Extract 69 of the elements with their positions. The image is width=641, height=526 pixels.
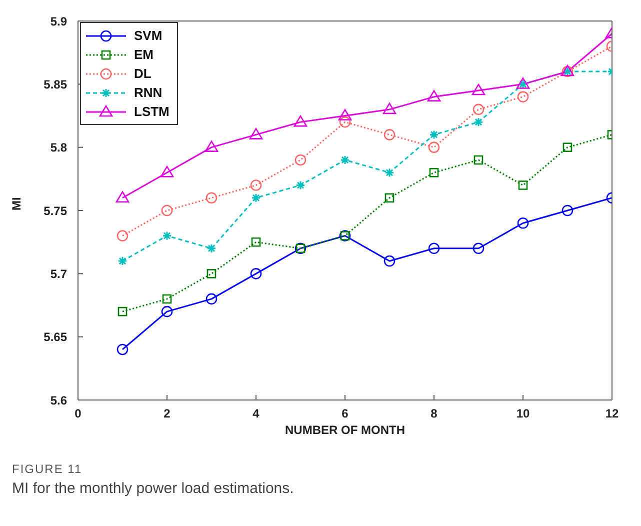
- x-tick-label: 4: [252, 406, 260, 421]
- point: [161, 306, 173, 318]
- point: [472, 84, 486, 96]
- point: [474, 117, 484, 127]
- point: [204, 140, 218, 152]
- point: [384, 255, 396, 267]
- y-tick-label: 5.6: [50, 393, 68, 408]
- y-tick-label: 5.75: [44, 204, 68, 218]
- point: [562, 142, 572, 152]
- point: [338, 109, 352, 120]
- point: [340, 155, 350, 165]
- point: [339, 116, 351, 128]
- point: [206, 269, 216, 278]
- point: [162, 231, 172, 241]
- point: [517, 217, 529, 229]
- point: [384, 193, 394, 203]
- point: [161, 204, 173, 216]
- x-tick-label: 10: [516, 406, 530, 421]
- point: [116, 344, 128, 356]
- point: [296, 180, 306, 190]
- x-tick-label: 8: [430, 406, 438, 421]
- point: [429, 130, 439, 140]
- point: [562, 204, 574, 216]
- point: [474, 155, 484, 165]
- point: [427, 90, 441, 102]
- point: [118, 306, 128, 316]
- point: [249, 128, 263, 140]
- point: [206, 244, 216, 254]
- x-tick-label: 12: [605, 406, 619, 421]
- point: [116, 230, 128, 242]
- point: [429, 168, 439, 178]
- point: [518, 180, 528, 190]
- caption: FIGURE 11: [12, 462, 84, 476]
- x-axis-title: NUMBER OF MONTH: [285, 423, 405, 437]
- x-tick-label: 6: [342, 406, 349, 421]
- legend-label: LSTM: [134, 104, 170, 119]
- legend-label: DL: [134, 66, 152, 81]
- y-tick-label: 5.85: [44, 77, 68, 92]
- point: [162, 294, 172, 304]
- point: [384, 129, 396, 140]
- y-tick-label: 5.9: [50, 14, 68, 28]
- point: [294, 115, 308, 127]
- point: [118, 256, 128, 266]
- point: [294, 154, 306, 166]
- legend-label: RNN: [134, 85, 162, 100]
- point: [251, 193, 261, 203]
- y-axis-title: MI: [9, 197, 24, 210]
- point: [206, 192, 218, 204]
- point: [382, 102, 396, 114]
- point: [472, 242, 484, 254]
- point: [116, 191, 130, 203]
- x-tick-label: 0: [74, 406, 82, 421]
- point: [160, 166, 174, 178]
- y-tick-label: 5.7: [50, 266, 68, 281]
- point: [428, 242, 440, 254]
- legend-label: SVM: [134, 28, 162, 43]
- point: [206, 293, 218, 305]
- x-tick-label: 2: [164, 406, 171, 421]
- y-tick-label: 5.65: [44, 330, 68, 344]
- point: [384, 168, 394, 178]
- point: [250, 268, 262, 280]
- point: [517, 91, 529, 102]
- point: [250, 180, 262, 191]
- text: MI for the monthly power load estimations.: [12, 480, 294, 497]
- point: [472, 104, 484, 116]
- point: [428, 142, 440, 153]
- point: [251, 237, 261, 247]
- legend-label: EM: [134, 47, 154, 62]
- y-tick-label: 5.8: [50, 140, 68, 155]
